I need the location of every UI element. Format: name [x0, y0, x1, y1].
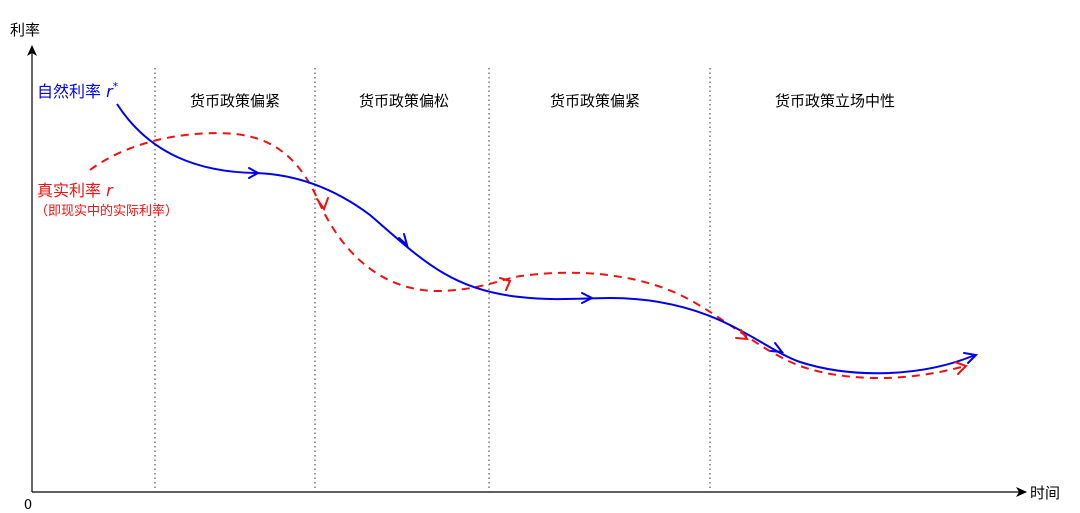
real-rate-sublabel: （即现实中的实际利率）	[35, 203, 178, 219]
blue-arrow-1	[248, 167, 261, 179]
origin-label: 0	[24, 498, 32, 513]
real-rate-arrowheads	[316, 197, 968, 375]
blue-arrow-3	[581, 292, 595, 304]
period-dividers	[154, 68, 711, 492]
period-label-2: 货币政策偏松	[359, 92, 449, 110]
period-label-4: 货币政策立场中性	[775, 92, 895, 110]
red-arrow-2	[499, 277, 512, 291]
natural-rate-label: 自然利率 r*	[37, 80, 119, 101]
blue-arrow-2	[398, 233, 409, 248]
y-axis-label: 利率	[10, 21, 40, 39]
natural-rate-curve	[116, 103, 976, 375]
red-arrow-3	[735, 329, 749, 341]
natural-rate-arrowheads	[248, 167, 979, 364]
blue-arrow-5	[963, 352, 979, 364]
real-rate-curve	[89, 132, 966, 379]
x-axis-label: 时间	[1030, 484, 1060, 502]
blue-arrow-4	[770, 342, 785, 354]
period-label-3: 货币政策偏紧	[550, 92, 640, 110]
period-label-1: 货币政策偏紧	[190, 92, 280, 110]
red-arrow-1	[316, 197, 329, 212]
real-rate-label: 真实利率 r	[37, 181, 114, 200]
red-arrow-4	[954, 361, 968, 375]
